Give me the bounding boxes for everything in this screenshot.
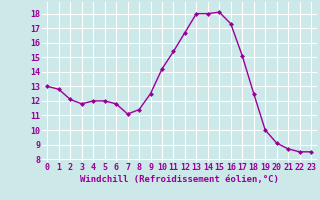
X-axis label: Windchill (Refroidissement éolien,°C): Windchill (Refroidissement éolien,°C) [80,175,279,184]
